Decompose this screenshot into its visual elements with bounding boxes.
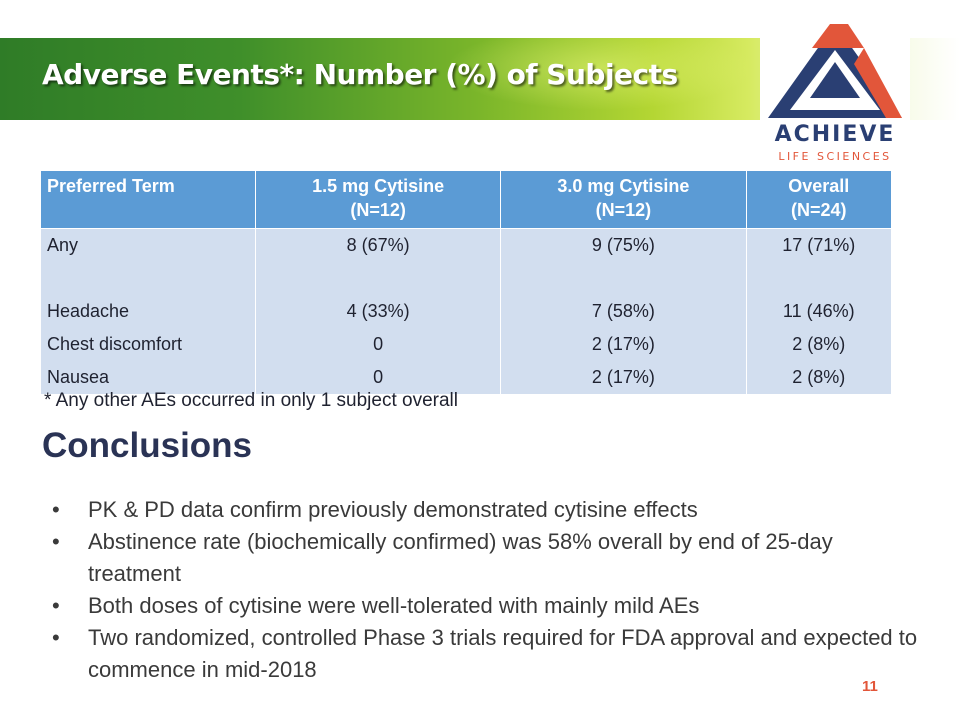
cell-term: Headache [40, 295, 256, 328]
cell-high-dose: 9 (75%) [500, 228, 747, 262]
header-preferred-term: Preferred Term [40, 170, 256, 229]
table-spacer-row [40, 262, 892, 295]
cell-low-dose [254, 262, 502, 295]
bullet-icon: • [52, 497, 60, 522]
list-item-text: Two randomized, controlled Phase 3 trial… [88, 625, 918, 682]
company-logo: ACHIEVE LIFE SCIENCES [760, 18, 910, 166]
bullet-icon: • [52, 529, 60, 554]
header-line1: Preferred Term [47, 176, 175, 196]
cell-overall: 2 (8%) [745, 328, 892, 361]
slide-title: Adverse Events*: Number (%) of Subjects [42, 58, 678, 91]
header-line1: 3.0 mg Cytisine [557, 176, 690, 196]
list-item: • Both doses of cytisine were well-tolera… [50, 590, 930, 622]
conclusions-heading: Conclusions [42, 426, 253, 465]
cell-low-dose: 0 [254, 361, 502, 394]
header-overall: Overall (N=24) [745, 170, 892, 229]
bullet-icon: • [52, 625, 60, 650]
cell-high-dose: 2 (17%) [500, 361, 747, 394]
header-line1: 1.5 mg Cytisine [312, 176, 445, 196]
header-line2: (N=24) [790, 200, 847, 220]
cell-overall: 2 (8%) [745, 361, 892, 394]
cell-overall: 11 (46%) [745, 295, 892, 328]
cell-low-dose: 4 (33%) [254, 295, 502, 328]
list-item-text: Both doses of cytisine were well-tolerat… [88, 593, 700, 618]
logo-triangle-icon [768, 24, 902, 118]
table-row: Chest discomfort 0 2 (17%) 2 (8%) [40, 328, 892, 361]
header-low-dose: 1.5 mg Cytisine (N=12) [254, 170, 502, 229]
table-header-row: Preferred Term 1.5 mg Cytisine (N=12) 3.0… [40, 170, 892, 229]
list-item-text: PK & PD data confirm previously demonstr… [88, 497, 698, 522]
cell-low-dose: 8 (67%) [254, 228, 502, 262]
cell-term: Nausea [40, 361, 256, 394]
cell-term [40, 262, 256, 295]
conclusions-list: • PK & PD data confirm previously demonst… [50, 494, 930, 686]
table-row: Any 8 (67%) 9 (75%) 17 (71%) [40, 228, 892, 262]
header-line1: Overall [788, 176, 850, 196]
header-high-dose: 3.0 mg Cytisine (N=12) [500, 170, 747, 229]
list-item: • PK & PD data confirm previously demonst… [50, 494, 930, 526]
table-row: Headache 4 (33%) 7 (58%) 11 (46%) [40, 295, 892, 328]
list-item: • Two randomized, controlled Phase 3 tria… [50, 622, 930, 686]
logo-tagline: LIFE SCIENCES [778, 150, 892, 163]
cell-overall [745, 262, 892, 295]
cell-high-dose [500, 262, 747, 295]
logo-name: ACHIEVE [774, 122, 896, 147]
cell-term: Any [40, 228, 256, 262]
cell-low-dose: 0 [254, 328, 502, 361]
list-item-text: Abstinence rate (biochemically confirmed… [88, 529, 833, 586]
table-row: Nausea 0 2 (17%) 2 (8%) [40, 361, 892, 394]
page-number: 11 [862, 678, 878, 695]
cell-high-dose: 2 (17%) [500, 328, 747, 361]
cell-high-dose: 7 (58%) [500, 295, 747, 328]
cell-term: Chest discomfort [40, 328, 256, 361]
header-line2: (N=12) [350, 200, 406, 220]
adverse-events-table: Preferred Term 1.5 mg Cytisine (N=12) 3.0… [40, 170, 892, 394]
cell-overall: 17 (71%) [745, 228, 892, 262]
table-footnote: * Any other AEs occurred in only 1 subje… [44, 390, 459, 411]
bullet-icon: • [52, 593, 60, 618]
header-line2: (N=12) [595, 200, 652, 220]
list-item: • Abstinence rate (biochemically confirme… [50, 526, 930, 590]
